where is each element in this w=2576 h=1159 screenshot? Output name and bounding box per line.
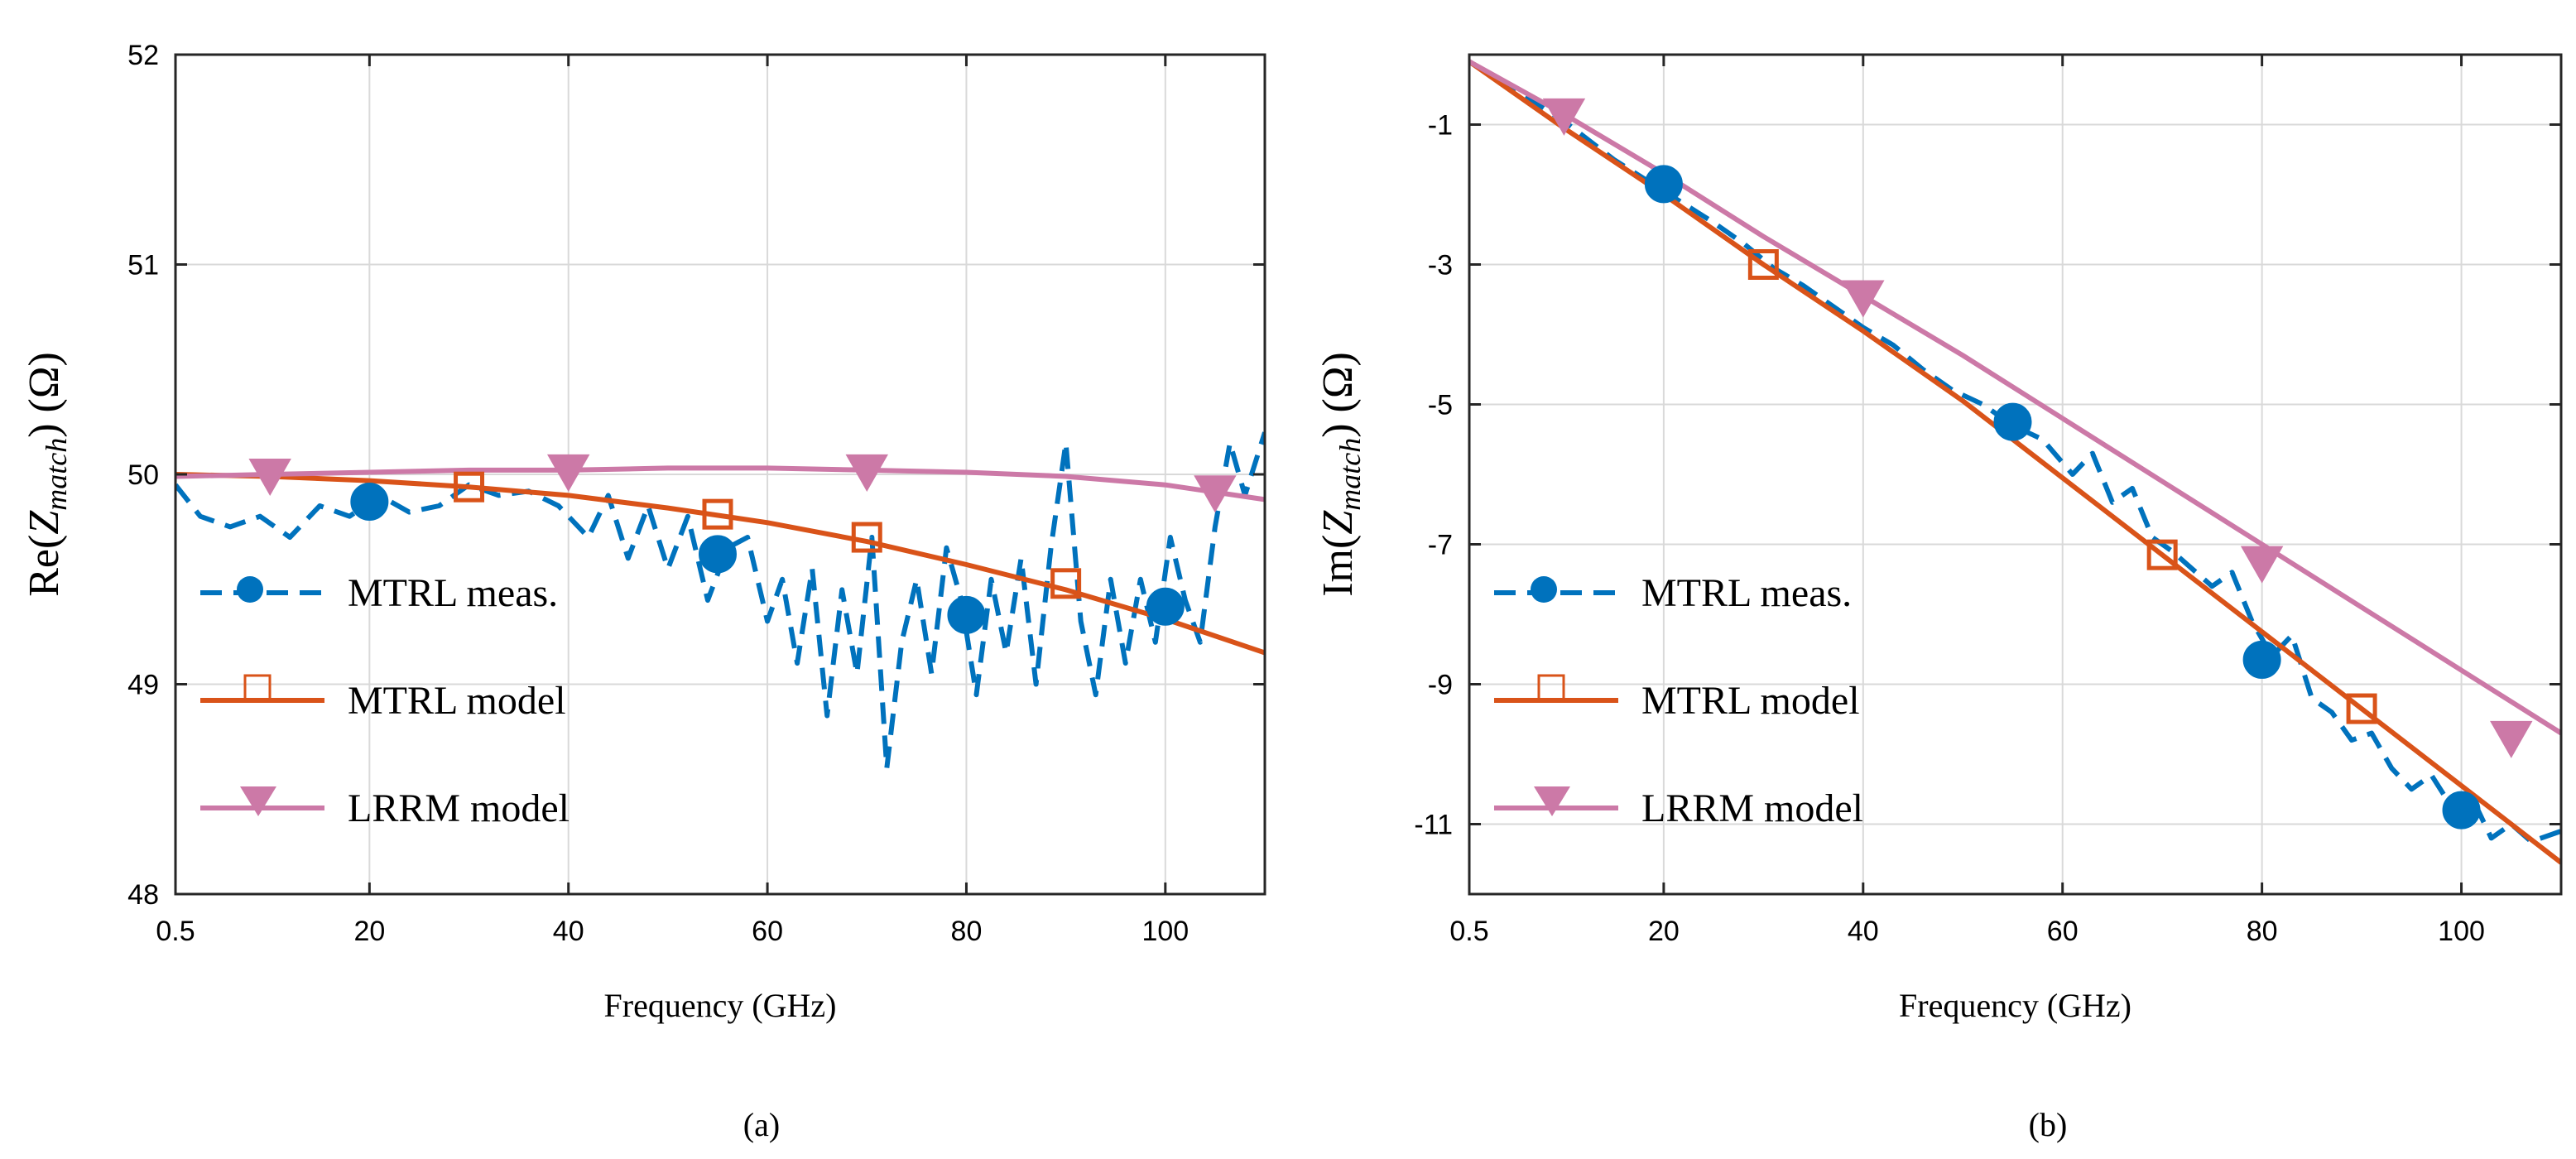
- data-point-marker: [2146, 539, 2178, 570]
- panel-b: 0.5 20 40 60 80 100 -1 -3 -5 -7 -9 -11 Frequency (GH…: [1314, 53, 2563, 1143]
- x-tick-label: 40: [1848, 916, 1879, 947]
- y-tick-label: 52: [127, 40, 159, 71]
- legend-marker-swatch: [1531, 576, 1557, 603]
- data-point-marker: [1747, 249, 1779, 280]
- data-point-marker: [1194, 475, 1237, 513]
- x-tick-label: 20: [1648, 916, 1680, 947]
- data-point-marker: [698, 535, 737, 574]
- series-line-mtrl-meas: [1469, 59, 2561, 844]
- legend-label: MTRL meas.: [1641, 571, 1852, 615]
- x-axis-label: Frequency (GHz): [1899, 987, 2131, 1024]
- data-point-marker: [845, 454, 888, 492]
- legend-item: MTRL meas.: [200, 571, 558, 615]
- y-tick-label: 48: [127, 879, 159, 911]
- legend-item: MTRL model: [200, 674, 566, 723]
- series-line-lrrm-model: [1469, 59, 2561, 736]
- legend-item: LRRM model: [200, 786, 570, 830]
- data-point-marker: [1542, 98, 1586, 136]
- data-point-marker: [1146, 587, 1185, 626]
- y-tick-label: 51: [127, 250, 159, 281]
- x-tick-label: 80: [2247, 916, 2278, 947]
- legend-label: MTRL model: [348, 679, 566, 723]
- series-line-mtrl-meas: [175, 431, 1265, 771]
- legend-label: MTRL model: [1641, 679, 1860, 723]
- series-line-lrrm-model: [175, 465, 1265, 503]
- y-axis-label: Im(Zmatch) (Ω): [1314, 352, 1367, 597]
- series-group: [175, 431, 1265, 771]
- legend-label: MTRL meas.: [348, 571, 558, 615]
- series-line-mtrl-model: [175, 472, 1265, 656]
- data-point-marker: [2242, 640, 2281, 679]
- y-axis-label: Re(Zmatch) (Ω): [21, 352, 73, 597]
- data-point-marker: [947, 595, 986, 634]
- axes-frame: [1468, 53, 2563, 896]
- panel-caption: (b): [2029, 1106, 2068, 1143]
- x-tick-label: 60: [752, 916, 783, 947]
- plot-area: [1469, 55, 2561, 894]
- data-point-marker: [546, 454, 590, 492]
- x-axis-label: Frequency (GHz): [604, 987, 837, 1024]
- x-tick-label: 40: [553, 916, 584, 947]
- y-tick-label: 49: [127, 670, 159, 701]
- legend-item: MTRL model: [1494, 674, 1860, 723]
- x-tick-label: 100: [2438, 916, 2485, 947]
- legend-label: LRRM model: [348, 786, 570, 830]
- legend-marker-swatch: [237, 576, 263, 603]
- data-point-marker: [702, 498, 733, 530]
- data-point-marker: [1050, 568, 1082, 599]
- legend: MTRL meas. MTRL model LRRM model: [200, 571, 570, 830]
- x-tick-label: 0.5: [1449, 916, 1488, 947]
- legend-marker-swatch: [1537, 674, 1565, 702]
- data-point-marker: [2490, 720, 2533, 758]
- y-tick-label: -11: [1414, 810, 1453, 841]
- data-point-marker: [1644, 165, 1683, 204]
- legend-item: LRRM model: [1494, 786, 1863, 830]
- data-point-marker: [1993, 402, 2032, 441]
- data-point-marker: [2346, 693, 2377, 724]
- data-point-marker: [454, 471, 485, 503]
- data-point-marker: [2442, 791, 2481, 830]
- legend-marker-swatch: [243, 674, 272, 702]
- x-tick-label: 100: [1141, 916, 1189, 947]
- data-point-marker: [1842, 280, 1885, 318]
- y-tick-label: -9: [1428, 670, 1453, 701]
- legend-label: LRRM model: [1641, 786, 1863, 830]
- data-point-marker: [851, 522, 882, 553]
- x-tick-label: 60: [2047, 916, 2079, 947]
- legend-marker-swatch: [240, 786, 276, 816]
- y-tick-label: -3: [1428, 250, 1453, 281]
- data-point-marker: [248, 459, 291, 497]
- series-group: [1469, 59, 2561, 865]
- y-tick-label: -5: [1428, 390, 1453, 421]
- x-tick-label: 80: [951, 916, 983, 947]
- x-tick-label: 0.5: [156, 916, 195, 947]
- panel-caption: (a): [743, 1106, 780, 1143]
- y-tick-label: 50: [127, 459, 159, 491]
- data-point-marker: [350, 482, 389, 521]
- legend: MTRL meas. MTRL model LRRM model: [1494, 571, 1863, 830]
- y-tick-label: -1: [1428, 110, 1453, 142]
- legend-marker-swatch: [1534, 786, 1570, 816]
- legend-item: MTRL meas.: [1494, 571, 1852, 615]
- y-tick-label: -7: [1428, 530, 1453, 561]
- x-tick-label: 20: [353, 916, 385, 947]
- data-point-marker: [2240, 546, 2284, 584]
- panel-a: 0.5 20 40 60 80 100 48 49 50 51 52 Frequency (GHz) R…: [21, 40, 1266, 1143]
